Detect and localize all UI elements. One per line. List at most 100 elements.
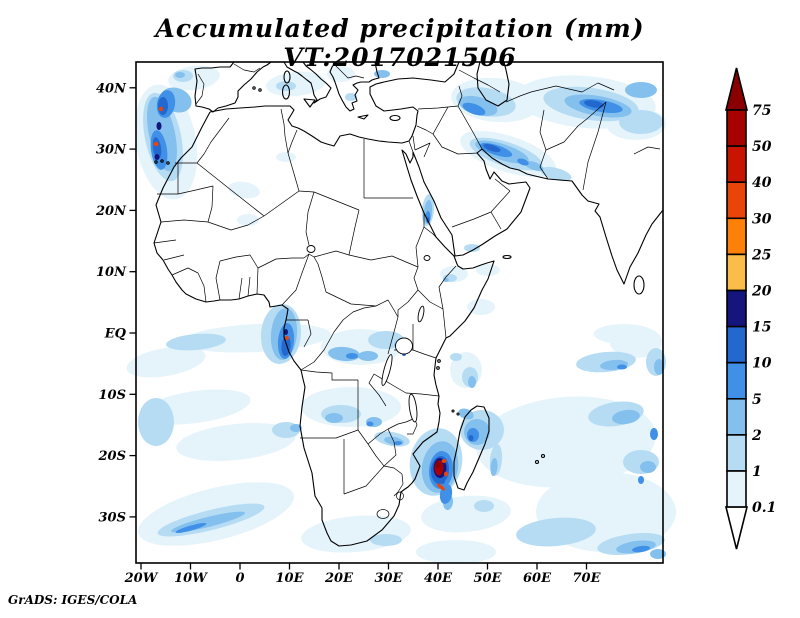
- colorbar-label: 50: [752, 139, 772, 155]
- border-line: [634, 147, 660, 154]
- border-line: [197, 118, 229, 163]
- precip-blob-ge-0.1: [594, 324, 654, 344]
- border-line: [326, 292, 388, 306]
- border-line: [416, 213, 424, 267]
- border-line: [198, 273, 206, 302]
- lake-turkana: [417, 306, 425, 323]
- lat-tick-label: 10S: [99, 388, 126, 403]
- colorbar-label: 1: [752, 464, 762, 480]
- plot-canvas: 40N30N20N10NEQ10S20S30S 20W10W010E20E30E…: [0, 0, 800, 618]
- precip-blob-ge-5: [346, 353, 358, 359]
- crete-island: [358, 115, 368, 119]
- border-line: [257, 268, 258, 294]
- colorbar-segment-10-15: [727, 327, 746, 363]
- comoros-island: [452, 410, 454, 412]
- lon-tick-label: 70E: [573, 571, 602, 586]
- colorbar-arrow-below-min: [726, 507, 747, 549]
- border-line: [161, 220, 208, 222]
- precip-blob-ge-5: [617, 365, 627, 370]
- border-line: [415, 143, 430, 157]
- precip-blob-ge-5: [650, 428, 658, 440]
- lat-tick-label: 30N: [96, 143, 127, 158]
- border-line: [306, 192, 314, 245]
- border-line: [288, 130, 297, 153]
- border-line: [154, 240, 176, 243]
- lon-tick-label: 10E: [276, 571, 305, 586]
- border-line: [299, 191, 359, 210]
- sicily-island: [304, 99, 315, 107]
- precip-blob-ge-5: [467, 428, 479, 442]
- precip-blob-ge-0.1: [420, 492, 513, 536]
- border-line: [358, 430, 368, 444]
- colorbar-segment-40-50: [727, 146, 746, 182]
- precip-blob-ge-0.1: [265, 69, 327, 98]
- balearic-island: [259, 89, 261, 91]
- lake-victoria: [396, 338, 413, 354]
- precip-blob-ge-2: [625, 82, 657, 98]
- precip-blob-ge-5: [394, 441, 402, 445]
- border-line: [216, 261, 220, 300]
- border-line: [388, 419, 413, 429]
- colorbar-segment-1-2: [727, 435, 746, 471]
- precip-blob-ge-5: [638, 476, 644, 484]
- border-line: [164, 255, 184, 260]
- lat-tick-label: 20S: [98, 449, 126, 464]
- border-line: [172, 268, 198, 275]
- latitude-axis: 40N30N20N10NEQ10S20S30S: [95, 81, 136, 525]
- precip-blob-ge-1: [450, 353, 462, 361]
- lat-tick-label: EQ: [104, 327, 127, 342]
- border-line: [344, 466, 384, 494]
- lat-tick-label: 20N: [95, 204, 127, 219]
- border-line: [258, 258, 304, 268]
- border-line: [418, 106, 458, 109]
- lon-tick-label: 30E: [375, 571, 404, 586]
- precip-blob-ge-2: [640, 461, 656, 473]
- precip-blob-ge-1: [474, 500, 494, 512]
- border-line: [248, 277, 250, 296]
- cyprus-island: [390, 116, 400, 121]
- precip-blob-ge-30: [154, 142, 159, 146]
- lake-malawi: [408, 394, 419, 423]
- zanzibar-island: [437, 367, 440, 370]
- map-area: [124, 62, 676, 564]
- colorbar-arrow-above-max: [726, 68, 747, 110]
- precip-blob-ge-2: [358, 351, 378, 361]
- precip-blob-ge-75: [436, 462, 441, 469]
- colorbar-label: 20: [751, 284, 772, 300]
- border-line: [264, 191, 299, 216]
- colorbar-label: 10: [752, 356, 772, 372]
- precip-blob-ge-0.1: [227, 179, 261, 200]
- border-line: [234, 64, 260, 72]
- precip-blob-ge-30: [159, 107, 163, 111]
- colorbar-label: 5: [752, 392, 762, 408]
- colorbar-segment-30-40: [727, 182, 746, 218]
- lat-tick-label: 10N: [96, 265, 127, 280]
- border-line: [314, 257, 326, 292]
- border-line: [281, 109, 288, 153]
- longitude-axis: 20W10W010E20E30E40E50E60E70E: [124, 563, 602, 586]
- colorbar-segment-25-30: [727, 218, 746, 254]
- border-line: [388, 300, 398, 317]
- lon-tick-label: 0: [235, 571, 244, 586]
- border-line: [384, 380, 406, 393]
- colorbar: 75504030252015105210.1: [726, 68, 776, 549]
- colorbar-segment-15-20: [727, 291, 746, 327]
- border-line: [384, 466, 402, 474]
- border-line: [409, 141, 413, 152]
- border-line: [349, 210, 359, 255]
- border-line: [239, 278, 242, 299]
- colorbar-label: 15: [752, 320, 771, 336]
- colorbar-label: 0.1: [752, 500, 776, 516]
- comoros-island: [457, 413, 459, 415]
- socotra-island: [503, 256, 511, 259]
- colorbar-segment-5-10: [727, 363, 746, 399]
- precip-blob-ge-2: [175, 72, 185, 78]
- colorbar-segment-2-5: [727, 399, 746, 435]
- lon-tick-label: 10W: [174, 571, 208, 586]
- precip-blob-ge-30: [442, 459, 447, 463]
- lon-tick-label: 20E: [324, 571, 354, 586]
- colorbar-segment-0.1-1: [727, 471, 746, 507]
- border-line: [220, 255, 258, 268]
- lat-tick-label: 40N: [96, 81, 127, 96]
- balearic-island: [253, 87, 255, 89]
